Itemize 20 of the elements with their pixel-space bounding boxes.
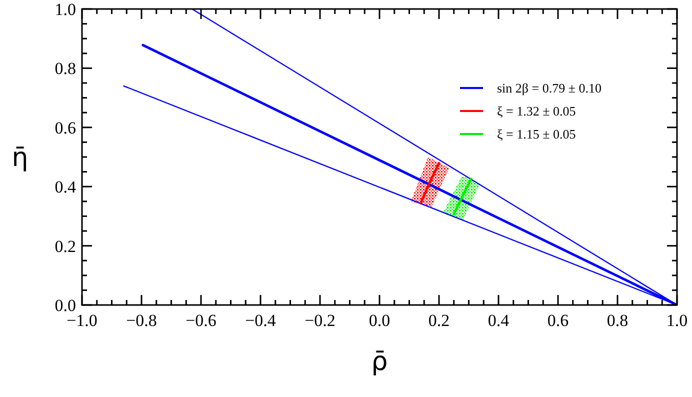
x-tick-label: 0.4 (488, 311, 510, 330)
x-axis-title: ρ̄ (371, 347, 388, 377)
x-tick-label: −0.6 (186, 311, 216, 330)
y-tick-label: 0.8 (54, 59, 76, 78)
x-tick-label: −0.4 (245, 311, 276, 330)
x-tick-label: 1.0 (666, 311, 688, 330)
x-tick-label: 0.2 (428, 311, 450, 330)
legend-label: ξ = 1.15 ± 0.05 (497, 126, 576, 142)
x-tick-label: 0.6 (547, 311, 569, 330)
x-tick-label: −0.8 (126, 311, 157, 330)
y-axis-title: η̄ (12, 143, 28, 174)
legend-label: sin 2β = 0.79 ± 0.10 (497, 80, 602, 96)
y-tick-label: 1.0 (54, 0, 76, 19)
y-tick-label: 0.2 (54, 236, 76, 256)
x-tick-label: −0.2 (304, 311, 336, 330)
y-tick-label: 0.4 (54, 178, 76, 197)
y-tick-label: 0.6 (54, 118, 76, 138)
legend-label: ξ = 1.32 ± 0.05 (497, 104, 576, 119)
x-tick-label: 0.8 (606, 311, 628, 330)
x-tick-label: 0.0 (368, 311, 390, 330)
